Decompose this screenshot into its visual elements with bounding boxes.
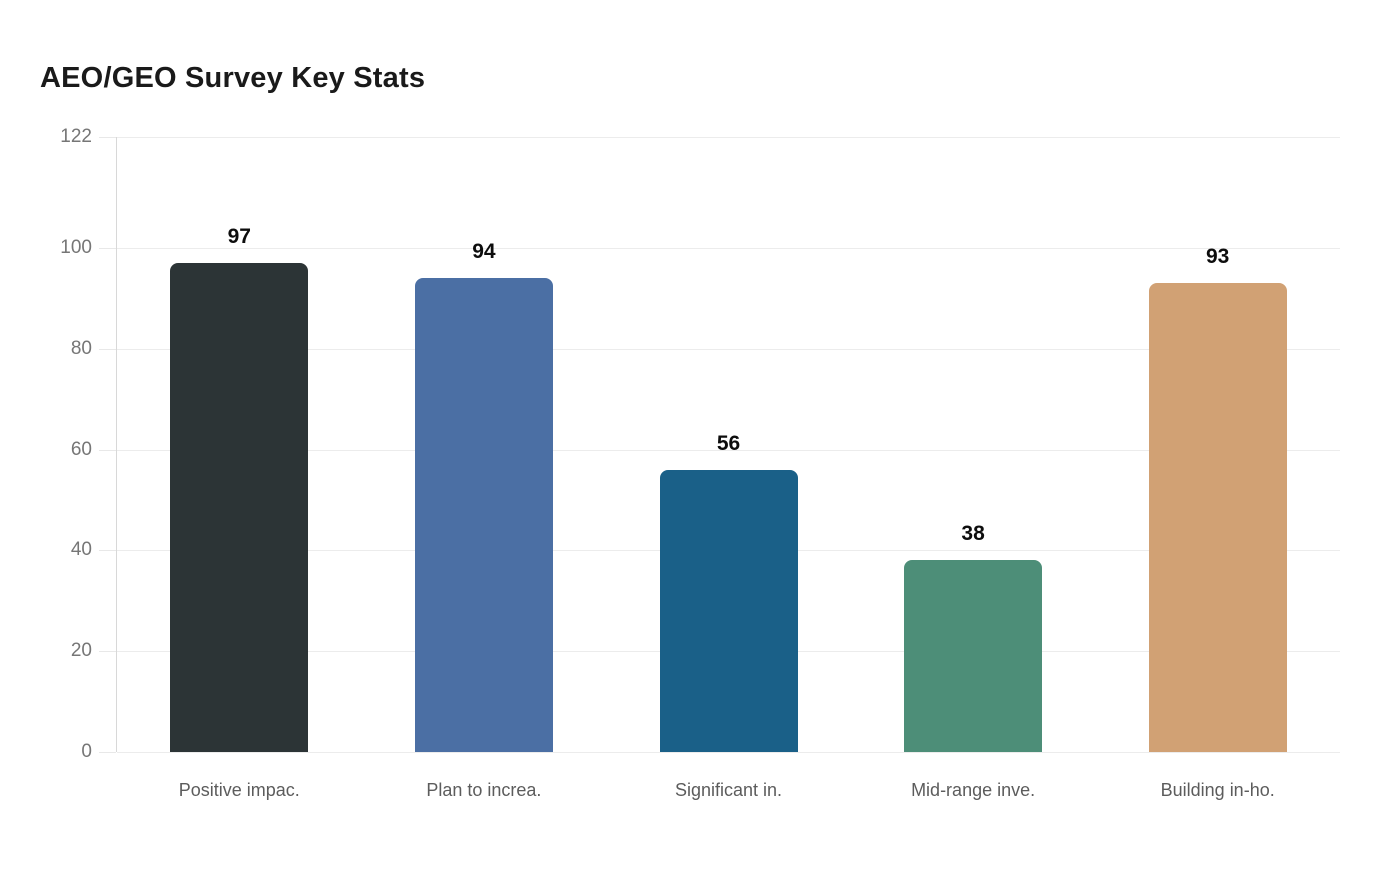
gridline-y-122 — [117, 137, 1340, 138]
x-category-label: Building in-ho. — [1160, 780, 1275, 800]
y-tick-mark — [99, 550, 116, 552]
bar-1[interactable] — [414, 278, 553, 752]
x-category-label: Significant in. — [674, 780, 783, 800]
gridline-y-60 — [117, 449, 1340, 451]
y-tick-mark — [99, 752, 116, 753]
gridline-y-80 — [117, 348, 1340, 350]
bar-value-label: 56 — [716, 431, 741, 455]
bar-value-label: 97 — [227, 225, 251, 249]
bar-3[interactable] — [904, 560, 1043, 752]
y-tick-mark — [99, 449, 116, 451]
gridline-y-0 — [117, 752, 1340, 753]
bar-0[interactable] — [170, 263, 309, 752]
y-tick-label: 20 — [70, 640, 92, 662]
y-tick-label: 100 — [60, 236, 92, 258]
bar-4[interactable] — [1148, 283, 1287, 752]
x-category-label: Positive impac. — [178, 780, 300, 800]
x-category-label: Plan to increa. — [426, 780, 542, 800]
bar-value-label: 93 — [1206, 245, 1230, 269]
x-category-label: Mid-range inve. — [911, 780, 1036, 800]
y-tick-mark — [99, 247, 116, 249]
y-tick-label: 80 — [70, 337, 92, 359]
y-axis-line — [116, 137, 117, 752]
y-tick-label: 0 — [81, 741, 92, 762]
bar-value-label: 94 — [472, 240, 496, 264]
y-tick-mark — [99, 348, 116, 350]
y-tick-label: 122 — [60, 126, 92, 147]
chart-title: AEO/GEO Survey Key Stats — [40, 62, 426, 94]
y-tick-label: 40 — [70, 539, 92, 561]
plot-area: 0 20 40 60 80 100 122 97 Positive impac. 94 Plan t… — [60, 126, 1340, 800]
y-tick-label: 60 — [70, 438, 92, 460]
gridline-y-100 — [117, 247, 1340, 249]
y-tick-mark — [99, 651, 116, 653]
bar-2[interactable] — [659, 469, 798, 752]
y-tick-mark — [99, 137, 116, 138]
bar-value-label: 38 — [961, 522, 985, 546]
